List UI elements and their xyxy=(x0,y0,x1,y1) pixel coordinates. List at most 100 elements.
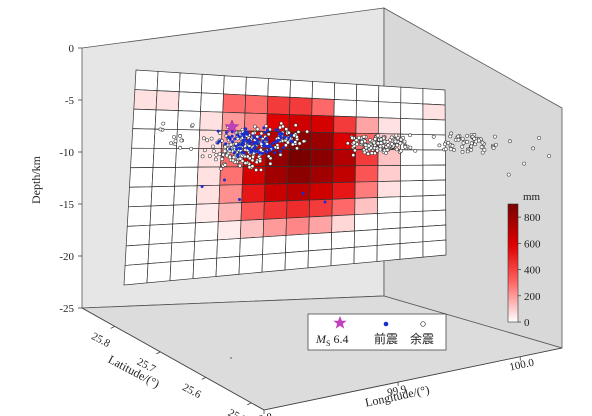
aftershock-point xyxy=(350,136,355,140)
aftershock-point xyxy=(369,145,373,150)
foreshock-point xyxy=(282,146,285,150)
legend-foreshock-dot-icon xyxy=(383,321,389,327)
slip-cell xyxy=(311,98,335,117)
aftershock-point xyxy=(443,142,447,147)
aftershock-point xyxy=(229,142,234,147)
aftershock-point xyxy=(218,131,222,135)
slip-cell xyxy=(240,201,265,221)
legend: MS 6.4 前震 余震 xyxy=(307,313,447,351)
latitude-tick-mark xyxy=(201,377,206,380)
aftershock-point xyxy=(446,141,451,145)
floor-speck xyxy=(230,357,232,359)
foreshock-point xyxy=(277,138,281,142)
aftershock-point xyxy=(508,139,512,144)
legend-box xyxy=(307,313,447,351)
aftershock-point xyxy=(207,154,212,158)
aftershock-point xyxy=(225,153,229,158)
aftershock-point xyxy=(173,142,177,147)
aftershock-point xyxy=(278,125,282,130)
slip-cell xyxy=(172,203,197,225)
foreshock-point xyxy=(271,141,275,145)
aftershock-point xyxy=(431,134,436,139)
aftershock-point xyxy=(395,143,400,148)
foreshock-point xyxy=(235,147,238,151)
foreshock-point xyxy=(232,151,236,155)
aftershock-point xyxy=(375,133,380,138)
colorbar-tick-label: 400 xyxy=(524,265,541,277)
aftershock-point xyxy=(355,142,359,147)
aftershock-point xyxy=(189,146,193,151)
aftershock-point xyxy=(352,140,356,145)
aftershock-point xyxy=(456,134,461,139)
aftershock-point xyxy=(250,158,255,163)
aftershock-point xyxy=(221,152,226,157)
slip-cell xyxy=(377,149,401,166)
aftershock-point xyxy=(293,140,298,144)
depth-axis-ticks: 0 -5 -10 -15 -20 -25 xyxy=(59,43,82,315)
foreshock-point xyxy=(251,134,255,138)
aftershock-point xyxy=(547,154,551,158)
slip-cell xyxy=(332,148,357,167)
slip-cell xyxy=(215,255,241,277)
slip-cell xyxy=(171,222,196,244)
slip-cell xyxy=(309,165,334,184)
slip-cell xyxy=(307,248,332,269)
slip-cell xyxy=(178,72,203,94)
aftershock-point xyxy=(389,135,394,140)
foreshock-point xyxy=(237,143,240,147)
aftershock-point xyxy=(202,136,206,141)
slip-cell xyxy=(244,94,269,115)
aftershock-point xyxy=(259,168,263,172)
foreshock-point xyxy=(263,131,267,134)
foreshock-point xyxy=(225,131,228,134)
aftershock-point xyxy=(345,141,350,146)
slip-cell xyxy=(196,166,221,187)
slip-cell xyxy=(169,259,195,282)
slip-cell xyxy=(177,91,202,112)
aftershock-point xyxy=(238,163,242,168)
aftershock-point xyxy=(460,150,465,154)
aftershock-point xyxy=(480,140,485,145)
aftershock-point xyxy=(254,168,258,172)
aftershock-point xyxy=(353,148,357,153)
slip-cell xyxy=(310,131,335,150)
aftershock-point xyxy=(376,141,381,146)
latitude-axis-line xyxy=(81,307,265,411)
slip-cell xyxy=(399,226,424,245)
aftershock-point xyxy=(222,149,227,154)
aftershock-point xyxy=(506,172,511,177)
foreshock-point xyxy=(273,151,277,155)
depth-tick-label: -5 xyxy=(65,95,75,107)
slip-cell xyxy=(311,81,335,100)
legend-aftershock-circle-icon xyxy=(420,321,426,327)
slip-cell xyxy=(263,183,288,203)
foreshock-point xyxy=(276,128,280,132)
foreshock-point xyxy=(283,135,287,139)
slip-cell xyxy=(400,102,424,120)
aftershock-point xyxy=(373,137,378,141)
aftershock-point xyxy=(408,133,412,138)
aftershock-point xyxy=(465,133,470,138)
aftershock-point xyxy=(190,123,195,127)
foreshock-point xyxy=(200,185,204,188)
slip-cell xyxy=(355,100,379,119)
slip-cell xyxy=(399,210,424,229)
slip-cell xyxy=(216,238,241,259)
aftershock-point xyxy=(491,146,496,150)
foreshock-point xyxy=(231,140,235,144)
aftershock-point xyxy=(379,137,383,142)
aftershock-point xyxy=(366,151,370,156)
aftershock-point xyxy=(297,141,302,146)
slip-cell xyxy=(123,263,149,286)
foreshock-point xyxy=(242,151,246,155)
depth-axis-label: Depth/km xyxy=(29,155,43,204)
slip-cell xyxy=(199,111,224,131)
slip-cell xyxy=(132,108,157,130)
aftershock-point xyxy=(362,134,366,139)
slip-cell xyxy=(400,164,424,182)
foreshock-point xyxy=(236,154,240,158)
aftershock-point xyxy=(378,147,383,152)
aftershock-point xyxy=(357,135,361,140)
slip-cell xyxy=(399,195,424,213)
